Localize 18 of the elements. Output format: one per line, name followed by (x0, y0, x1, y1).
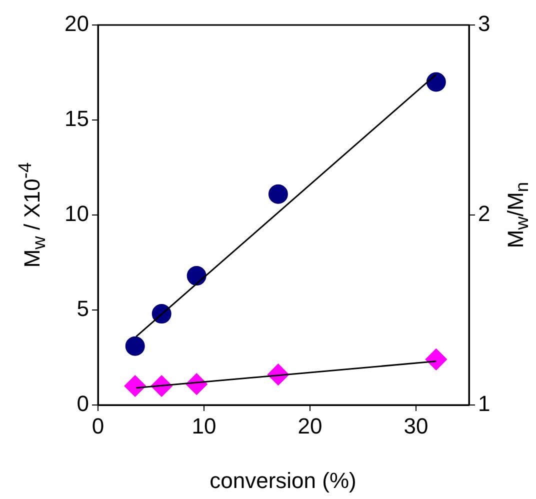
point (125, 336, 145, 356)
y2-tick-label: 3 (478, 11, 490, 36)
y-tick-label: 15 (64, 106, 89, 132)
y-tick-label: 20 (64, 11, 89, 36)
y-tick-label: 5 (76, 296, 89, 322)
point (186, 266, 206, 286)
y-tick-label: 10 (64, 201, 89, 226)
y2-tick-label: 1 (478, 391, 490, 416)
x-axis-title: conversion (%) (210, 468, 356, 494)
x-tick-label: 20 (298, 413, 322, 438)
y2-tick-label: 2 (478, 201, 490, 226)
x-tick-label: 30 (404, 413, 428, 438)
point (425, 348, 447, 370)
y-tick-label: 0 (76, 391, 89, 416)
x-tick-label: 10 (192, 413, 216, 438)
point (268, 184, 288, 204)
point (124, 375, 146, 397)
point (426, 72, 446, 92)
